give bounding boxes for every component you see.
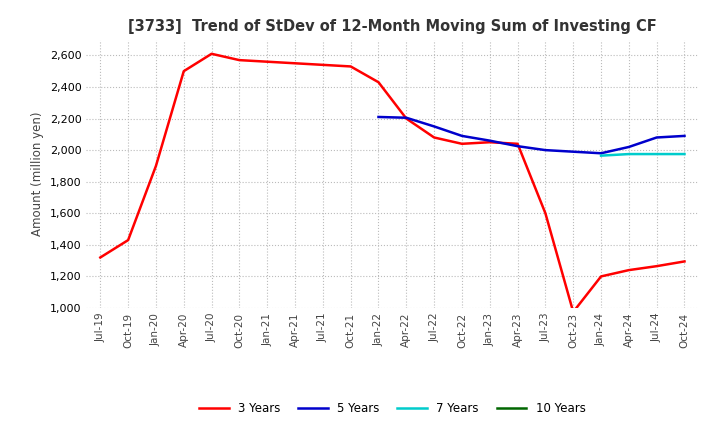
3 Years	[179, 69, 188, 74]
5 Years	[374, 114, 383, 120]
3 Years	[318, 62, 327, 67]
5 Years	[652, 135, 661, 140]
3 Years	[597, 274, 606, 279]
3 Years	[96, 255, 104, 260]
3 Years	[458, 141, 467, 147]
3 Years	[152, 163, 161, 169]
3 Years	[207, 51, 216, 56]
5 Years	[485, 138, 494, 143]
Legend: 3 Years, 5 Years, 7 Years, 10 Years: 3 Years, 5 Years, 7 Years, 10 Years	[194, 398, 590, 420]
5 Years	[402, 115, 410, 121]
3 Years	[569, 309, 577, 315]
5 Years	[458, 133, 467, 139]
3 Years	[430, 135, 438, 140]
3 Years	[652, 264, 661, 269]
7 Years	[652, 151, 661, 157]
5 Years	[680, 133, 689, 139]
Title: [3733]  Trend of StDev of 12-Month Moving Sum of Investing CF: [3733] Trend of StDev of 12-Month Moving…	[128, 19, 657, 34]
3 Years	[680, 259, 689, 264]
5 Years	[569, 149, 577, 154]
3 Years	[541, 211, 550, 216]
5 Years	[624, 144, 633, 150]
7 Years	[680, 151, 689, 157]
3 Years	[402, 116, 410, 121]
Y-axis label: Amount (million yen): Amount (million yen)	[31, 112, 44, 236]
5 Years	[513, 143, 522, 149]
Line: 3 Years: 3 Years	[100, 54, 685, 312]
3 Years	[124, 238, 132, 243]
5 Years	[430, 124, 438, 129]
3 Years	[485, 139, 494, 145]
7 Years	[597, 153, 606, 158]
3 Years	[513, 141, 522, 147]
3 Years	[374, 80, 383, 85]
Line: 7 Years: 7 Years	[601, 154, 685, 156]
5 Years	[597, 150, 606, 156]
7 Years	[624, 151, 633, 157]
5 Years	[541, 147, 550, 153]
3 Years	[235, 58, 243, 63]
3 Years	[291, 61, 300, 66]
3 Years	[624, 268, 633, 273]
3 Years	[346, 64, 355, 69]
3 Years	[263, 59, 271, 64]
Line: 5 Years: 5 Years	[379, 117, 685, 153]
